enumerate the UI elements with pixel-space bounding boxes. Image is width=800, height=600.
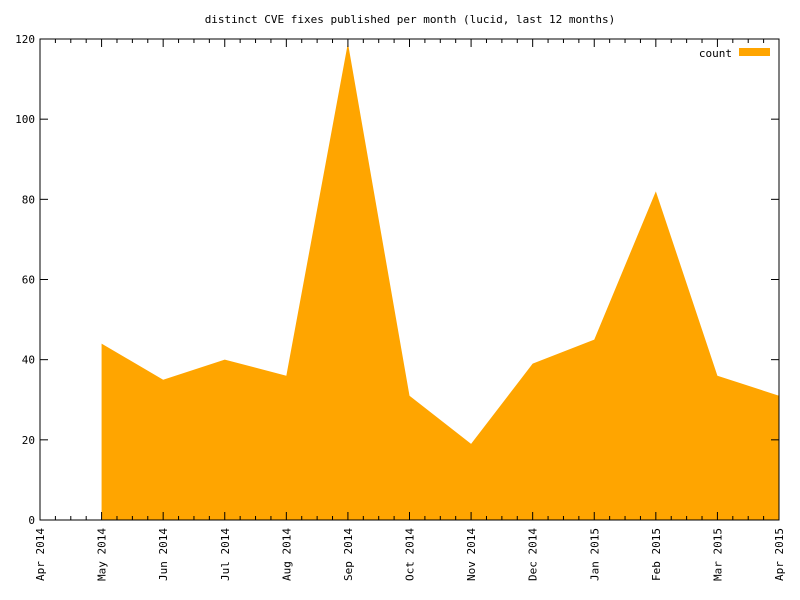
area-series-count [101, 43, 780, 521]
y-tick-label: 60 [22, 274, 35, 287]
x-tick-label: Apr 2014 [34, 528, 47, 581]
x-tick-label: May 2014 [96, 528, 109, 581]
x-tick-label: Nov 2014 [465, 528, 478, 581]
legend: count [699, 47, 770, 60]
x-tick-label: Jul 2014 [219, 528, 232, 581]
y-tick-label: 20 [22, 434, 35, 447]
x-tick-label: Jan 2015 [588, 528, 601, 581]
legend-swatch [739, 48, 770, 56]
x-tick-label: Dec 2014 [527, 528, 540, 581]
y-tick-label: 40 [22, 354, 35, 367]
x-tick-label: Feb 2015 [650, 528, 663, 581]
x-tick-label: Apr 2015 [773, 528, 786, 581]
y-tick-label: 0 [28, 514, 35, 527]
x-tick-label: Mar 2015 [711, 528, 724, 581]
y-tick-label: 80 [22, 193, 35, 206]
x-tick-label: Jun 2014 [157, 528, 170, 581]
chart-title: distinct CVE fixes published per month (… [205, 13, 616, 26]
x-tick-label: Sep 2014 [342, 528, 355, 581]
x-tick-label: Oct 2014 [404, 528, 417, 581]
plot-area: 0 20 40 60 80 100 120 Apr 2014 May 2014 Jun 2014 J… [15, 33, 786, 581]
legend-label: count [699, 47, 732, 60]
y-tick-label: 120 [15, 33, 35, 46]
x-tick-label: Aug 2014 [280, 528, 293, 581]
y-tick-label: 100 [15, 113, 35, 126]
